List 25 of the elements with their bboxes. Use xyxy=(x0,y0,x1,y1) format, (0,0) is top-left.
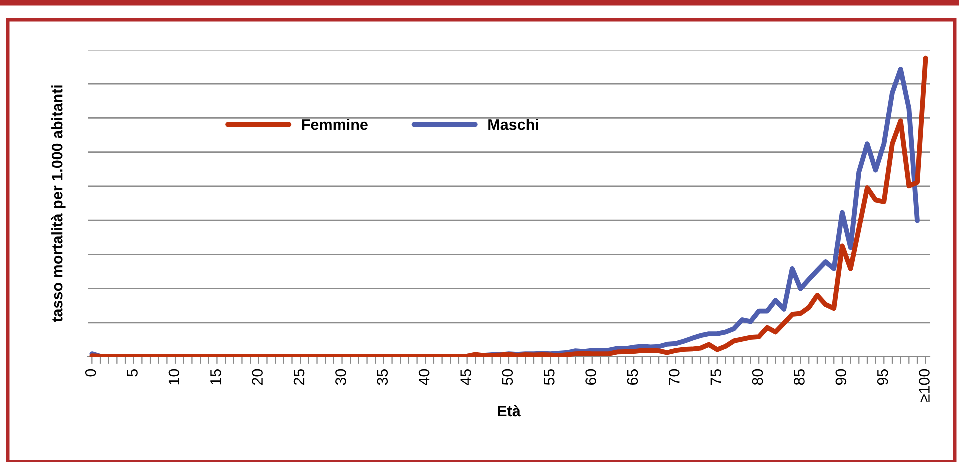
x-tick-label: 75 xyxy=(710,369,722,386)
x-tick-label: 10 xyxy=(168,369,180,385)
x-tick-label: 70 xyxy=(669,369,680,386)
x-tick-label: 90 xyxy=(836,369,847,386)
x-tick-label: 85 xyxy=(794,369,805,386)
x-tick-label: ≥100 xyxy=(919,369,930,402)
x-tick-label: 65 xyxy=(627,369,638,386)
x-tick-label: 95 xyxy=(877,369,888,386)
x-tick-label: 50 xyxy=(502,369,514,386)
x-axis-title: Età xyxy=(498,405,521,417)
x-tick-label: 5 xyxy=(127,369,138,377)
x-tick-label: 80 xyxy=(752,369,764,386)
x-tick-label: 30 xyxy=(336,369,346,386)
x-tick-label: 60 xyxy=(586,369,596,386)
y-axis-title: tasso mortalità per 1.000 abitanti xyxy=(51,86,66,322)
x-tick-label: 0 xyxy=(85,369,96,377)
x-tick-label: 55 xyxy=(544,369,555,386)
x-tick-label: 15 xyxy=(210,369,222,385)
x-tick-label: 40 xyxy=(418,369,430,386)
legend-label: Femmine xyxy=(302,119,368,130)
x-tick-label: 25 xyxy=(294,369,305,386)
x-tick-label: 20 xyxy=(252,369,263,386)
x-tick-label: 45 xyxy=(460,369,472,386)
legend-label: Maschi xyxy=(488,119,538,130)
x-tick-label: 35 xyxy=(377,369,388,386)
